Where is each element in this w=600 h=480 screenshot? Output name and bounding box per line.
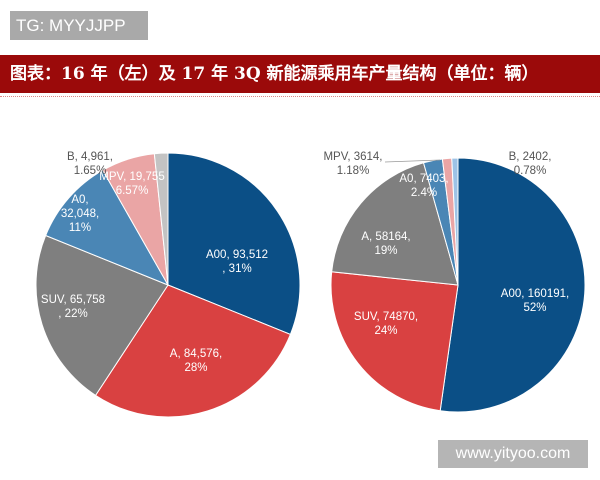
pie2-label-a00: A00, 160191, 52% (501, 288, 569, 314)
pie1-label-suv: SUV, 65,758, 22% (41, 294, 105, 320)
pie2-slice-b (451, 157, 459, 286)
pie1-slice-b (153, 152, 169, 286)
pie2-slice-suv (330, 271, 459, 412)
pie1-slice-a (94, 284, 292, 418)
pie2-label-mpv: MPV, 3614, 1.18% (323, 151, 382, 177)
pie1-label-b: B, 4,961, 1.65% (67, 151, 113, 177)
pie2-mpv-leader-line (384, 159, 441, 163)
site-watermark: www.yityoo.com (438, 440, 588, 468)
pie2-label-a: A, 58164, 19% (361, 231, 410, 257)
pie1-slice-a0 (44, 169, 170, 287)
pie1-slice-suv (35, 234, 169, 397)
pie1-label-a00: A00, 93,512, 31% (206, 249, 268, 275)
pie1-slice-a00 (167, 152, 301, 336)
pie1-label-a0: A0, 32,048, 11% (61, 194, 99, 234)
watermark-badge: TG: MYYJJPP (10, 11, 148, 40)
pie1-label-mpv: MPV, 19,755 6.57% (99, 171, 164, 197)
pie2-slice-a00 (439, 157, 586, 413)
divider (0, 96, 600, 97)
pie2-label-b: B, 2402, 0.78% (509, 151, 552, 177)
pie2-label-suv: SUV, 74870, 24% (354, 311, 418, 337)
pie2-slice-a (331, 162, 459, 286)
pie2-label-a0: A0, 7403, 2.4% (399, 173, 448, 199)
chart-title: 图表：16 年（左）及 17 年 3Q 新能源乘用车产量结构（单位：辆） (0, 55, 600, 93)
pie1-label-a: A, 84,576, 28% (170, 348, 222, 374)
